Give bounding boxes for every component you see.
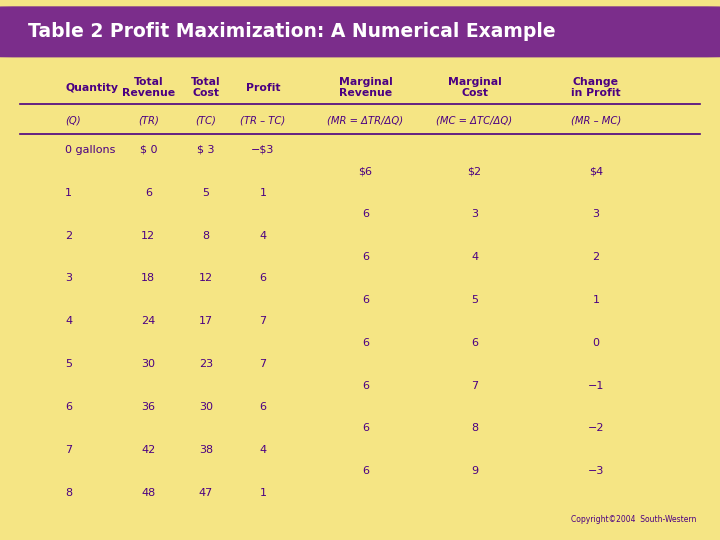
Text: 8: 8 [471,423,478,434]
Text: 5: 5 [202,188,210,198]
Text: 2: 2 [593,252,600,262]
Text: 6: 6 [362,252,369,262]
Text: −$3: −$3 [251,145,274,155]
Text: 7: 7 [65,445,72,455]
Text: (MR – MC): (MR – MC) [571,116,621,125]
Text: 6: 6 [362,423,369,434]
Text: $2: $2 [467,166,482,177]
Text: 1: 1 [65,188,72,198]
Text: 17: 17 [199,316,213,326]
Text: 1: 1 [259,488,266,498]
Text: 8: 8 [202,231,210,241]
Text: Profit: Profit [246,83,280,92]
Text: $4: $4 [589,166,603,177]
Text: 1: 1 [259,188,266,198]
Text: −2: −2 [588,423,604,434]
Text: 3: 3 [65,273,72,284]
Text: (MC = ΔTC/ΔQ): (MC = ΔTC/ΔQ) [436,116,513,125]
Text: $ 3: $ 3 [197,145,215,155]
Text: Marginal
Revenue: Marginal Revenue [338,77,392,98]
Text: Total
Cost: Total Cost [191,77,221,98]
Text: 4: 4 [259,445,266,455]
Text: 36: 36 [141,402,156,412]
Text: 6: 6 [259,273,266,284]
Text: 6: 6 [362,209,369,219]
Text: (TC): (TC) [195,116,216,125]
Text: 7: 7 [471,381,478,390]
Text: 6: 6 [362,338,369,348]
Text: 4: 4 [471,252,478,262]
Text: Copyright©2004  South-Western: Copyright©2004 South-Western [571,515,697,524]
Text: 18: 18 [141,273,156,284]
Text: 9: 9 [471,466,478,476]
Text: Table 2 Profit Maximization: A Numerical Example: Table 2 Profit Maximization: A Numerical… [28,22,556,42]
Text: 38: 38 [199,445,213,455]
Text: Marginal
Cost: Marginal Cost [448,77,501,98]
Text: 3: 3 [471,209,478,219]
FancyBboxPatch shape [0,7,720,57]
Text: −3: −3 [588,466,604,476]
Text: 1: 1 [593,295,600,305]
Text: (TR – TC): (TR – TC) [240,116,285,125]
Text: 6: 6 [471,338,478,348]
Text: 7: 7 [259,359,266,369]
Text: 24: 24 [141,316,156,326]
Text: 42: 42 [141,445,156,455]
Text: (MR = ΔTR/ΔQ): (MR = ΔTR/ΔQ) [328,116,404,125]
Text: 0 gallons: 0 gallons [65,145,115,155]
Text: (TR): (TR) [138,116,158,125]
Text: 5: 5 [471,295,478,305]
Text: 12: 12 [141,231,156,241]
Text: 6: 6 [259,402,266,412]
Text: 6: 6 [362,295,369,305]
Text: 7: 7 [259,316,266,326]
Text: 6: 6 [362,381,369,390]
Text: 0: 0 [593,338,600,348]
Text: (Q): (Q) [65,116,81,125]
Text: 6: 6 [145,188,152,198]
Text: Total
Revenue: Total Revenue [122,77,175,98]
Text: 4: 4 [65,316,72,326]
Text: 30: 30 [141,359,156,369]
Text: 23: 23 [199,359,213,369]
Text: 8: 8 [65,488,72,498]
Text: 48: 48 [141,488,156,498]
Text: 6: 6 [65,402,72,412]
Text: 3: 3 [593,209,600,219]
Text: 47: 47 [199,488,213,498]
Text: 30: 30 [199,402,213,412]
Text: Change
in Profit: Change in Profit [571,77,621,98]
Text: $ 0: $ 0 [140,145,157,155]
Text: 4: 4 [259,231,266,241]
Text: 5: 5 [65,359,72,369]
Text: −1: −1 [588,381,604,390]
Text: $6: $6 [359,166,372,177]
Text: 6: 6 [362,466,369,476]
Text: 2: 2 [65,231,72,241]
Text: 12: 12 [199,273,213,284]
Text: Quantity: Quantity [65,83,118,92]
